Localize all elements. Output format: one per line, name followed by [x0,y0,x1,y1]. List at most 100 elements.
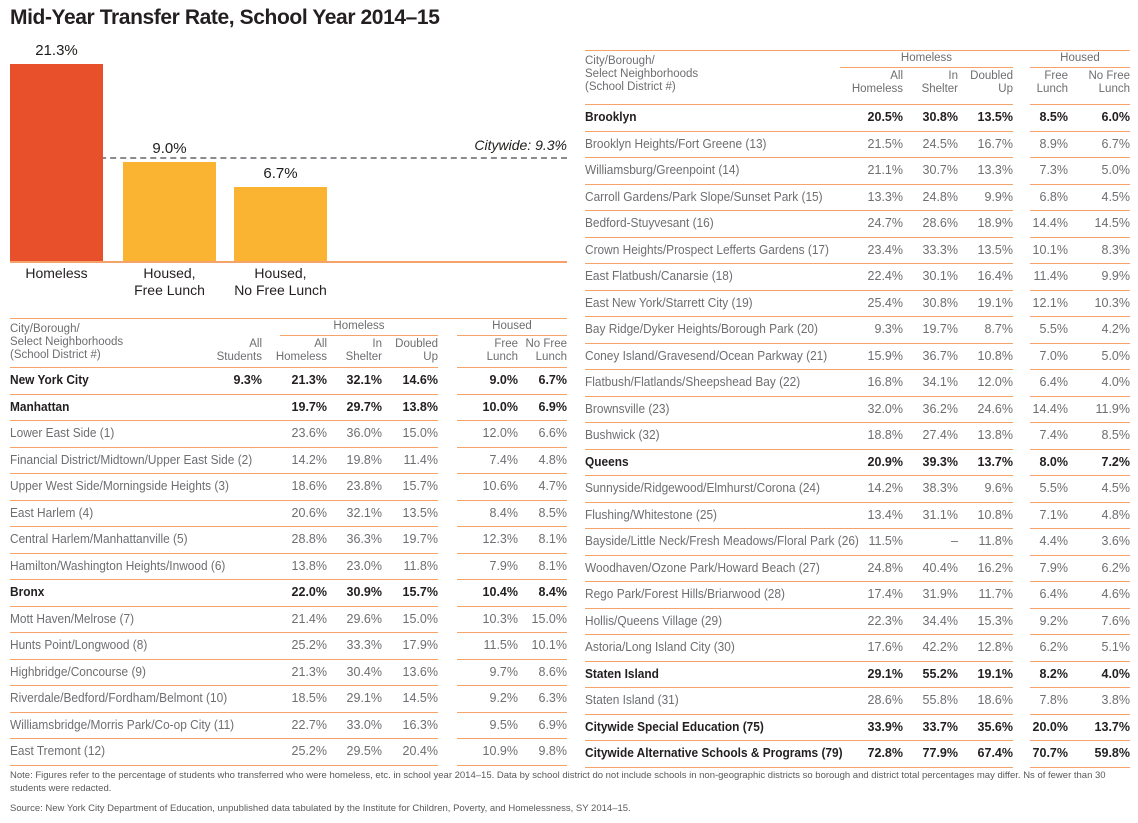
cell-value: 31.9% [922,587,958,602]
cell-value: 28.6% [867,693,903,708]
cell-value: 20.0% [1032,719,1068,734]
row-label: Bay Ridge/Dyker Heights/Borough Park (20… [585,322,830,336]
bar-category-label: Housed, Free Lunch [134,265,205,298]
row-label: Riverdale/Bedford/Fordham/Belmont (10) [10,691,239,705]
cell-value: 15.0% [531,611,567,626]
table-row: Hollis/Queens Village (29) 22.3% 34.4% 15.3… [585,607,1131,635]
cell-value: 24.7% [867,216,903,231]
chart-plot-area: Citywide: 9.3% 21.3% 9.0% 6.7% [10,40,567,263]
table-row: Mott Haven/Melrose (7) 21.4% 29.6% 15.0% 10.… [10,605,567,633]
column-header-all-students: All Students [216,338,262,363]
cell-value: 34.1% [922,375,958,390]
cell-value: 15.3% [977,613,1013,628]
cell-value: 9.3% [874,322,904,337]
row-label: Bedford-Stuyvesant (16) [585,216,721,230]
table-header: City/Borough/ Select Neighborhoods (Scho… [585,51,1130,104]
cell-value: 39.3% [922,454,958,469]
row-label-text: Hollis/Queens Village (29) [585,613,723,628]
row-label: Hollis/Queens Village (29) [585,614,729,628]
cell-value: 14.6% [402,373,438,388]
cell-value: 33.9% [867,719,903,734]
table-header-label: City/Borough/ Select Neighborhoods (Scho… [10,323,124,361]
cell-value: 19.1% [977,295,1013,310]
cell-value: 3.8% [1101,693,1131,708]
row-label: Flushing/Whitestone (25) [585,508,724,522]
table-row: Bronx 22.0% 30.9% 15.7% 10.4% 8.4% [10,579,567,606]
cell-value: 19.7% [291,399,327,414]
cell-value: 8.1% [538,532,568,547]
row-label: Sunnyside/Ridgewood/Elmhurst/Corona (24) [585,481,832,495]
source-text: Source: New York City Department of Educ… [10,803,631,814]
row-label: Brooklyn Heights/Fort Greene (13) [585,137,776,151]
table-row: Queens 20.9% 39.3% 13.7% 8.0% 7.2% [585,448,1130,476]
cell-value: 8.4% [489,505,519,520]
cell-value: 21.3% [291,664,327,679]
column-header: Doubled Up [970,70,1013,95]
cell-value: 20.6% [291,505,327,520]
table-row: Upper West Side/Morningside Heights (3) 1… [10,473,567,500]
cell-value: 18.6% [977,693,1013,708]
cell-value: 19.7% [402,532,438,547]
cell-value: 9.2% [489,691,519,706]
row-label-text: Manhattan [10,399,70,414]
cell-value: 3.6% [1101,534,1131,549]
cell-value: 8.5% [538,505,568,520]
cell-value: 36.7% [922,348,958,363]
cell-value: 8.0% [1039,454,1069,469]
table-row: East Flatbush/Canarsie (18) 22.4% 30.1% 16.… [585,263,1130,290]
cell-value: 15.9% [867,348,903,363]
bar-value-label: 6.7% [263,165,298,182]
cell-value: 30.7% [922,163,958,178]
row-label-text: Flatbush/Flatlands/Sheepshead Bay (22) [585,375,801,390]
cell-value: 10.0% [482,399,518,414]
cell-value: 8.5% [1039,110,1069,125]
cell-value: 13.8% [291,558,327,573]
cell-value: 36.0% [346,426,382,441]
cell-value: 30.9% [346,585,382,600]
table-row: Bay Ridge/Dyker Heights/Borough Park (20… [585,316,1130,343]
column-header: No Free Lunch [1088,70,1130,95]
table-row: Staten Island (31) 28.6% 55.8% 18.6% 7.8% 3.8… [585,687,1130,714]
group-header-housed: Housed [492,320,532,332]
cell-value: 42.2% [922,640,958,655]
cell-value: 13.4% [867,507,903,522]
transfer-rate-bar-chart: Citywide: 9.3% 21.3% 9.0% 6.7% Homeless Hou… [10,40,567,299]
cell-value: 7.6% [1101,613,1131,628]
cell-value: 22.0% [291,585,327,600]
cell-value: 6.7% [538,373,568,388]
row-label-text: Lower East Side (1) [10,426,115,441]
cell-value: 13.7% [977,454,1013,469]
cell-value: 12.8% [977,640,1013,655]
table-row: Central Harlem/Manhattanville (5) 28.8% 36… [10,526,567,553]
cell-value: 14.2% [867,481,903,496]
table-row: Coney Island/Gravesend/Ocean Parkway (21… [585,342,1130,370]
cell-value: 23.0% [346,558,382,573]
cell-value: 11.4% [1033,269,1068,284]
cell-value: 5.5% [1039,322,1069,337]
cell-value: 30.8% [922,295,958,310]
row-label-text: Brownsville (23) [585,401,670,416]
bar-group: 21.3% [10,40,103,261]
column-header: No Free Lunch [525,338,567,363]
row-label-text: Mott Haven/Melrose (7) [10,611,135,626]
row-label-text: Bayside/Little Neck/Fresh Meadows/Floral… [585,534,859,549]
table-left-manhattan-bronx: City/Borough/ Select Neighborhoods (Scho… [10,318,568,766]
row-label-text: Staten Island (31) [585,693,679,708]
cell-value: 11.4% [403,452,438,467]
row-label-text: East Harlem (4) [10,505,94,520]
row-label: Hunts Point/Longwood (8) [10,638,155,652]
row-label-text: Citywide Special Education (75) [585,719,764,734]
cell-value: 32.0% [867,401,903,416]
cell-value: 6.2% [1101,560,1131,575]
cell-value: 13.7% [1094,719,1130,734]
cell-value: 36.3% [346,532,382,547]
row-label-text: Crown Heights/Prospect Lefferts Gardens … [585,242,830,257]
cell-value: 11.5% [868,534,903,549]
cell-value: 10.3% [1094,295,1130,310]
row-label-text: East New York/Starrett City (19) [585,295,753,310]
row-label: East Tremont (12) [10,744,110,758]
cell-value: 20.9% [867,454,903,469]
cell-value: 6.6% [538,426,568,441]
cell-value: – [951,534,958,549]
